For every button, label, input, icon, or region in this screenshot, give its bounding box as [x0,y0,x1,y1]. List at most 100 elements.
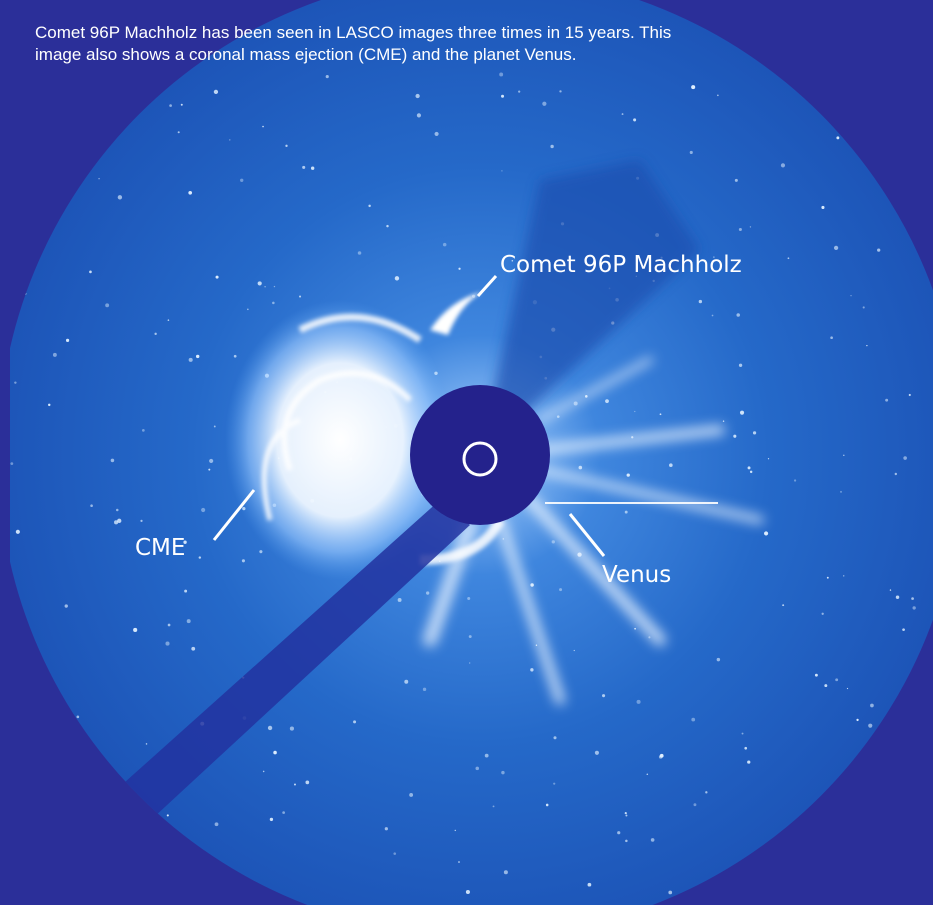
star [908,393,911,397]
star [840,490,842,493]
star [422,687,427,692]
star [198,556,202,559]
star [621,113,624,116]
star [259,550,263,554]
star [578,465,583,470]
star [689,150,693,155]
star [305,780,310,785]
star [550,144,554,149]
comet-streak [430,292,482,335]
star [705,791,708,794]
star [624,811,627,815]
star [733,434,737,438]
star [862,306,865,309]
star [272,301,275,305]
star [186,619,191,624]
label: Venus [602,562,671,588]
star [530,583,534,587]
star [741,732,744,735]
star [409,793,414,797]
star [698,299,703,304]
star [744,746,748,750]
star [76,715,80,719]
star [691,85,696,90]
star [282,811,285,814]
star [739,410,745,415]
star [634,410,636,413]
star [368,204,371,208]
pointer [476,274,498,298]
star [110,458,115,463]
star [394,276,400,281]
star [780,163,786,168]
star [183,540,187,544]
star [48,403,51,407]
star [434,131,439,137]
star [145,743,148,745]
star [716,657,721,662]
caption-line: image also shows a coronal mass ejection… [35,45,576,64]
star [195,354,200,359]
star [257,281,262,286]
star [830,336,833,340]
star [15,529,20,534]
star [551,540,555,544]
star [843,454,845,456]
star [416,113,422,118]
star [229,139,231,141]
star [717,94,719,97]
star [117,195,123,200]
star [302,165,306,169]
star [722,420,725,422]
pointer [212,489,256,541]
star [870,703,874,708]
star [594,750,599,755]
star [465,889,470,895]
star [624,510,628,514]
star [467,596,471,600]
star [734,178,738,182]
star [458,861,460,863]
star [894,472,898,476]
star [501,770,505,775]
star [247,308,249,311]
star [285,144,288,148]
star [469,662,471,664]
star [415,93,420,99]
star [191,646,196,651]
star [397,598,402,602]
star [188,357,193,362]
pylon [105,500,470,830]
star [646,773,649,776]
star [167,319,170,321]
star [659,753,664,758]
star [458,267,461,270]
star [484,753,489,758]
star [633,118,637,122]
label: Comet 96P Machholz [500,252,742,278]
star [659,413,662,416]
star [885,398,889,402]
star [116,508,119,512]
star [691,717,696,722]
star [835,678,839,682]
star [625,839,628,843]
label: CME [135,535,185,561]
pointer [568,513,606,557]
star [169,104,172,107]
caption-line: Comet 96P Machholz has been seen in LASC… [35,23,671,42]
star [213,89,219,95]
star [262,125,264,128]
star [903,456,907,460]
star [846,687,849,690]
star [826,576,829,579]
star [749,226,752,228]
star [821,612,824,615]
star [711,314,714,317]
star [626,473,630,477]
star [501,170,503,172]
star [289,726,294,731]
star [545,803,549,807]
star [165,641,170,646]
star [90,504,93,508]
